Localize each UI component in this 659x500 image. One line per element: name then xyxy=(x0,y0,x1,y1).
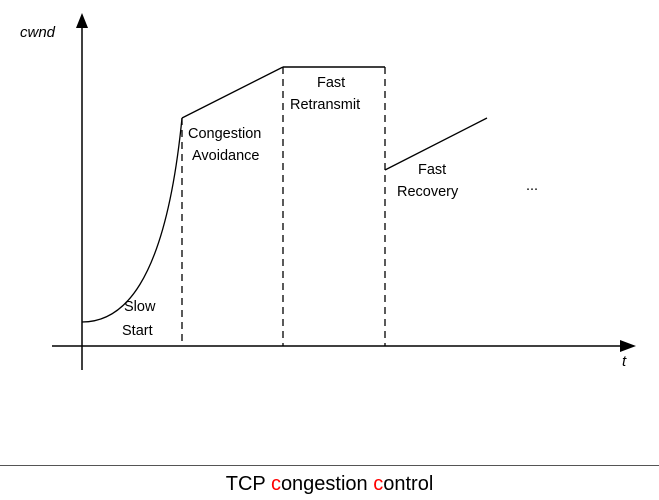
fast-retransmit-label-line1: Fast xyxy=(317,75,345,91)
caption-highlight-1: c xyxy=(270,473,281,495)
y-axis-arrow-icon xyxy=(76,13,88,28)
fast-retransmit-label-line2: Retransmit xyxy=(290,97,360,113)
x-axis-label: t xyxy=(622,353,627,370)
slow-start-label-line2: Start xyxy=(122,323,153,339)
y-axis-label: cwnd xyxy=(20,24,56,41)
cwnd-diagram: cwnd t Slow Start Congestion Avoidance F… xyxy=(20,13,636,370)
caption-part-3: ongestion xyxy=(280,473,374,495)
slow-start-curve xyxy=(81,117,183,323)
continuation-ellipsis: ... xyxy=(526,178,538,194)
fast-recovery-line xyxy=(384,117,488,171)
congestion-avoidance-label-line2: Avoidance xyxy=(192,148,259,164)
x-axis-arrow-icon xyxy=(620,340,636,352)
slow-start-label-line1: Slow xyxy=(124,299,156,315)
fast-recovery-label-line2: Recovery xyxy=(397,184,459,200)
caption-part-5: ontrol xyxy=(383,473,434,495)
figure-caption: TCP congestion control xyxy=(0,472,659,496)
caption-part-1: TCP xyxy=(225,473,271,495)
caption-highlight-2: c xyxy=(373,473,384,495)
caption-divider xyxy=(0,465,659,466)
congestion-avoidance-line xyxy=(181,66,284,119)
fast-recovery-label-line1: Fast xyxy=(418,162,446,178)
congestion-avoidance-label-line1: Congestion xyxy=(188,126,261,142)
